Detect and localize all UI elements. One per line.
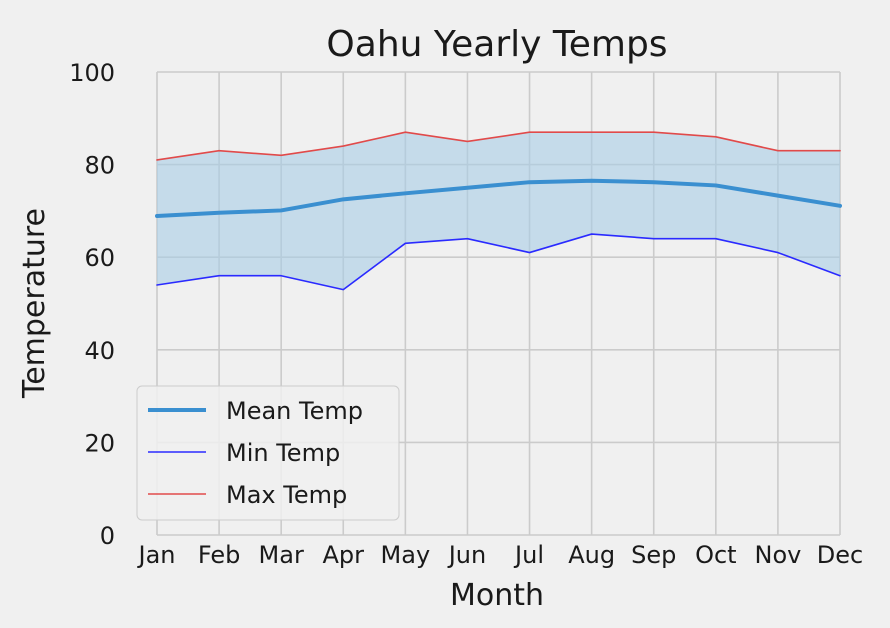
- x-tick-label: Jul: [513, 541, 544, 569]
- y-tick-label: 80: [84, 152, 115, 180]
- legend-label-min: Min Temp: [226, 439, 340, 467]
- y-tick-label: 100: [69, 59, 115, 87]
- fill-between-area: [157, 132, 840, 290]
- series-line-mean-temp: [155, 178, 842, 218]
- x-tick-label: Oct: [695, 541, 737, 569]
- legend-label-mean: Mean Temp: [226, 397, 363, 425]
- legend-box: [136, 385, 400, 521]
- y-tick-label: 40: [84, 337, 115, 365]
- x-axis-label: Month: [450, 578, 544, 613]
- x-tick-label: Dec: [817, 541, 863, 569]
- min-max-band: [157, 132, 840, 290]
- y-tick-label: 60: [84, 244, 115, 272]
- series-lines: [155, 131, 842, 291]
- x-tick-label: Apr: [323, 541, 365, 569]
- chart-title: Oahu Yearly Temps: [326, 24, 667, 65]
- series-line-min-temp: [156, 233, 841, 291]
- x-tick-label: Aug: [568, 541, 615, 569]
- x-tick-label: Jan: [137, 541, 176, 569]
- y-tick-label: 0: [100, 522, 115, 550]
- x-tick-label: Jun: [447, 541, 487, 569]
- x-tick-label: Mar: [259, 541, 304, 569]
- legend: Mean Temp Min Temp Max Temp: [136, 385, 400, 521]
- x-tick-label: Feb: [198, 541, 241, 569]
- y-tick-label: 20: [84, 429, 115, 457]
- y-tick-labels: 0 20 40 60 80 100: [69, 59, 115, 550]
- series-line-max-temp: [156, 131, 841, 161]
- y-axis-label: Temperature: [17, 208, 52, 399]
- x-tick-labels: Jan Feb Mar Apr May Jun Jul Aug Sep Oct Nov Dec: [137, 541, 864, 569]
- x-tick-label: May: [381, 541, 431, 569]
- x-tick-label: Nov: [754, 541, 801, 569]
- legend-label-max: Max Temp: [226, 481, 347, 509]
- x-tick-label: Sep: [631, 541, 676, 569]
